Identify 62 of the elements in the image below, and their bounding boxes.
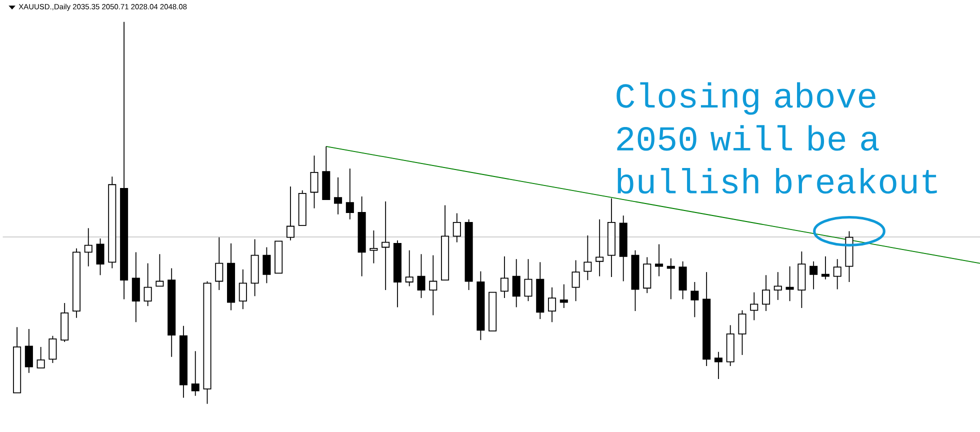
candlestick bbox=[156, 254, 164, 287]
candlestick bbox=[690, 282, 699, 318]
candlestick bbox=[774, 272, 782, 301]
candlestick bbox=[108, 176, 116, 269]
candlestick bbox=[619, 215, 628, 282]
candlestick bbox=[286, 186, 294, 241]
candlestick bbox=[322, 146, 330, 200]
candlestick bbox=[512, 258, 520, 308]
candlestick bbox=[238, 269, 247, 310]
candlestick bbox=[36, 346, 45, 369]
candlestick bbox=[13, 326, 22, 394]
candlestick bbox=[488, 292, 497, 332]
candlestick bbox=[476, 270, 485, 341]
candlestick bbox=[262, 246, 271, 284]
candlestick bbox=[666, 258, 675, 300]
candlestick bbox=[500, 256, 508, 299]
candlestick bbox=[24, 328, 33, 374]
candlestick bbox=[821, 256, 830, 280]
candlestick bbox=[643, 256, 652, 294]
candlestick bbox=[833, 258, 842, 290]
candlestick bbox=[810, 261, 818, 290]
annotation: Closing above 2050 will be a bullish breakout bbox=[616, 82, 937, 194]
candlestick bbox=[179, 326, 188, 398]
candlestick bbox=[84, 228, 92, 267]
candlestick bbox=[60, 302, 69, 343]
candlestick bbox=[655, 244, 664, 277]
candlestick bbox=[750, 292, 758, 321]
candlestick bbox=[144, 262, 152, 307]
candlestick bbox=[572, 260, 580, 302]
candlestick bbox=[250, 238, 259, 297]
candlestick bbox=[452, 212, 461, 243]
candlestick bbox=[762, 274, 770, 312]
candlestick bbox=[405, 250, 414, 287]
candlestick bbox=[714, 352, 722, 380]
candlestick bbox=[798, 251, 806, 309]
candlestick bbox=[227, 243, 236, 311]
candlestick bbox=[72, 248, 80, 318]
candlestick bbox=[560, 284, 568, 309]
candlestick bbox=[310, 155, 318, 209]
candlestick bbox=[215, 236, 224, 291]
candlestick bbox=[548, 287, 556, 323]
candlestick bbox=[596, 219, 604, 277]
candlestick bbox=[274, 240, 283, 274]
candlestick bbox=[120, 22, 128, 300]
candlestick bbox=[298, 190, 306, 226]
candlestick bbox=[358, 196, 366, 277]
candlestick bbox=[429, 254, 438, 316]
candlestick bbox=[382, 201, 390, 291]
candlestick bbox=[607, 198, 616, 278]
candlestick bbox=[346, 168, 354, 220]
candlestick bbox=[191, 350, 200, 396]
candlestick bbox=[584, 235, 592, 281]
candlestick bbox=[786, 266, 794, 302]
candlestick bbox=[441, 204, 450, 281]
candlestick bbox=[334, 177, 342, 215]
candlestick bbox=[168, 268, 176, 358]
candlestick bbox=[370, 230, 378, 264]
candlestick bbox=[536, 262, 544, 320]
candlestick bbox=[132, 252, 140, 323]
candlestick bbox=[726, 324, 734, 367]
candlestick bbox=[702, 272, 711, 367]
candlestick bbox=[393, 240, 402, 308]
